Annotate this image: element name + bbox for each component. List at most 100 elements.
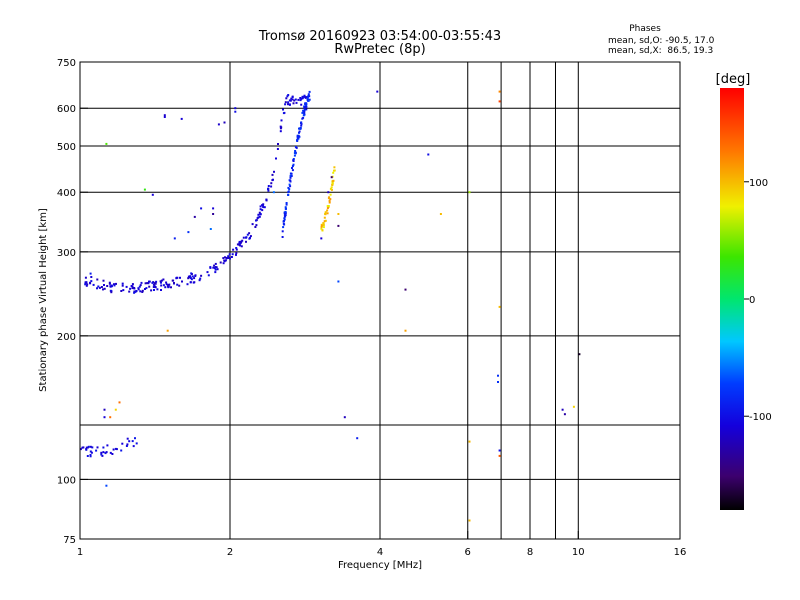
data-point bbox=[263, 206, 266, 209]
data-point bbox=[404, 288, 407, 291]
data-point bbox=[293, 154, 296, 157]
data-point bbox=[257, 213, 260, 216]
data-point bbox=[109, 451, 112, 454]
data-point bbox=[254, 226, 257, 228]
data-point bbox=[151, 281, 154, 284]
data-point bbox=[198, 279, 201, 282]
data-point bbox=[140, 281, 143, 284]
data-point bbox=[287, 186, 290, 189]
data-point bbox=[108, 281, 111, 284]
data-point bbox=[105, 142, 108, 145]
data-point bbox=[118, 401, 121, 404]
data-point bbox=[303, 105, 306, 108]
data-point bbox=[85, 284, 88, 287]
data-point bbox=[303, 106, 306, 109]
data-point bbox=[120, 290, 123, 292]
data-point bbox=[291, 165, 294, 168]
data-point bbox=[308, 90, 311, 93]
data-point bbox=[331, 183, 334, 186]
data-point bbox=[125, 445, 128, 447]
data-point bbox=[160, 281, 162, 284]
data-point bbox=[283, 218, 286, 221]
data-point bbox=[109, 285, 112, 288]
data-point bbox=[279, 125, 282, 128]
data-point bbox=[135, 290, 138, 293]
x-axis-label: Frequency [MHz] bbox=[338, 560, 422, 571]
data-point bbox=[108, 282, 111, 285]
data-point bbox=[300, 121, 303, 124]
data-point bbox=[235, 253, 237, 256]
data-point bbox=[287, 193, 290, 196]
data-point bbox=[296, 139, 298, 142]
data-point bbox=[110, 291, 113, 294]
data-point bbox=[255, 219, 257, 222]
data-point bbox=[148, 280, 150, 283]
data-point bbox=[320, 226, 323, 228]
data-point bbox=[259, 208, 262, 211]
data-point bbox=[284, 103, 287, 106]
data-point bbox=[327, 197, 330, 200]
data-point bbox=[329, 193, 332, 196]
data-point bbox=[121, 284, 124, 287]
data-point bbox=[330, 176, 333, 179]
data-point bbox=[305, 108, 308, 111]
data-point bbox=[427, 153, 430, 156]
data-point bbox=[181, 280, 183, 283]
data-point bbox=[246, 233, 249, 236]
data-point bbox=[145, 287, 148, 290]
data-point bbox=[153, 285, 156, 287]
data-point bbox=[303, 112, 306, 115]
data-point bbox=[154, 286, 157, 289]
data-point bbox=[214, 271, 217, 274]
data-point bbox=[122, 289, 125, 292]
data-point bbox=[236, 243, 239, 246]
y-tick-label: 400 bbox=[57, 188, 76, 199]
data-point bbox=[101, 454, 104, 457]
data-point bbox=[301, 117, 304, 120]
data-point bbox=[273, 170, 275, 173]
data-point bbox=[267, 185, 270, 187]
y-tick-label: 600 bbox=[57, 104, 76, 115]
data-point bbox=[85, 446, 88, 449]
data-point bbox=[213, 267, 216, 269]
data-point bbox=[284, 212, 287, 214]
data-point bbox=[238, 243, 241, 246]
data-point bbox=[165, 281, 168, 284]
data-point bbox=[89, 445, 92, 448]
data-point bbox=[308, 95, 311, 98]
data-point bbox=[290, 97, 293, 100]
data-point bbox=[167, 285, 170, 288]
data-point bbox=[307, 93, 310, 96]
data-point bbox=[137, 288, 140, 291]
data-point bbox=[302, 114, 305, 117]
data-point bbox=[301, 111, 304, 114]
data-point bbox=[497, 381, 499, 383]
data-point bbox=[186, 283, 189, 286]
data-point bbox=[238, 242, 241, 245]
data-point bbox=[85, 281, 88, 284]
data-point bbox=[199, 277, 202, 280]
data-point bbox=[300, 124, 303, 127]
data-point bbox=[259, 205, 262, 208]
data-point bbox=[303, 109, 306, 112]
data-point bbox=[292, 158, 295, 160]
data-point bbox=[217, 123, 220, 126]
data-point bbox=[224, 259, 227, 262]
data-point bbox=[287, 103, 289, 106]
data-point bbox=[234, 110, 237, 113]
data-point bbox=[279, 130, 282, 133]
data-point bbox=[329, 187, 332, 190]
data-point bbox=[112, 448, 115, 451]
data-point bbox=[307, 95, 309, 98]
data-point bbox=[261, 204, 264, 207]
data-point bbox=[284, 101, 287, 104]
data-point bbox=[96, 278, 99, 281]
data-point bbox=[276, 148, 279, 150]
data-point bbox=[283, 215, 286, 218]
data-point bbox=[245, 240, 247, 243]
data-point bbox=[111, 453, 114, 455]
data-point bbox=[248, 232, 251, 235]
data-point bbox=[133, 291, 136, 294]
data-point bbox=[303, 110, 306, 113]
data-point bbox=[230, 256, 233, 258]
